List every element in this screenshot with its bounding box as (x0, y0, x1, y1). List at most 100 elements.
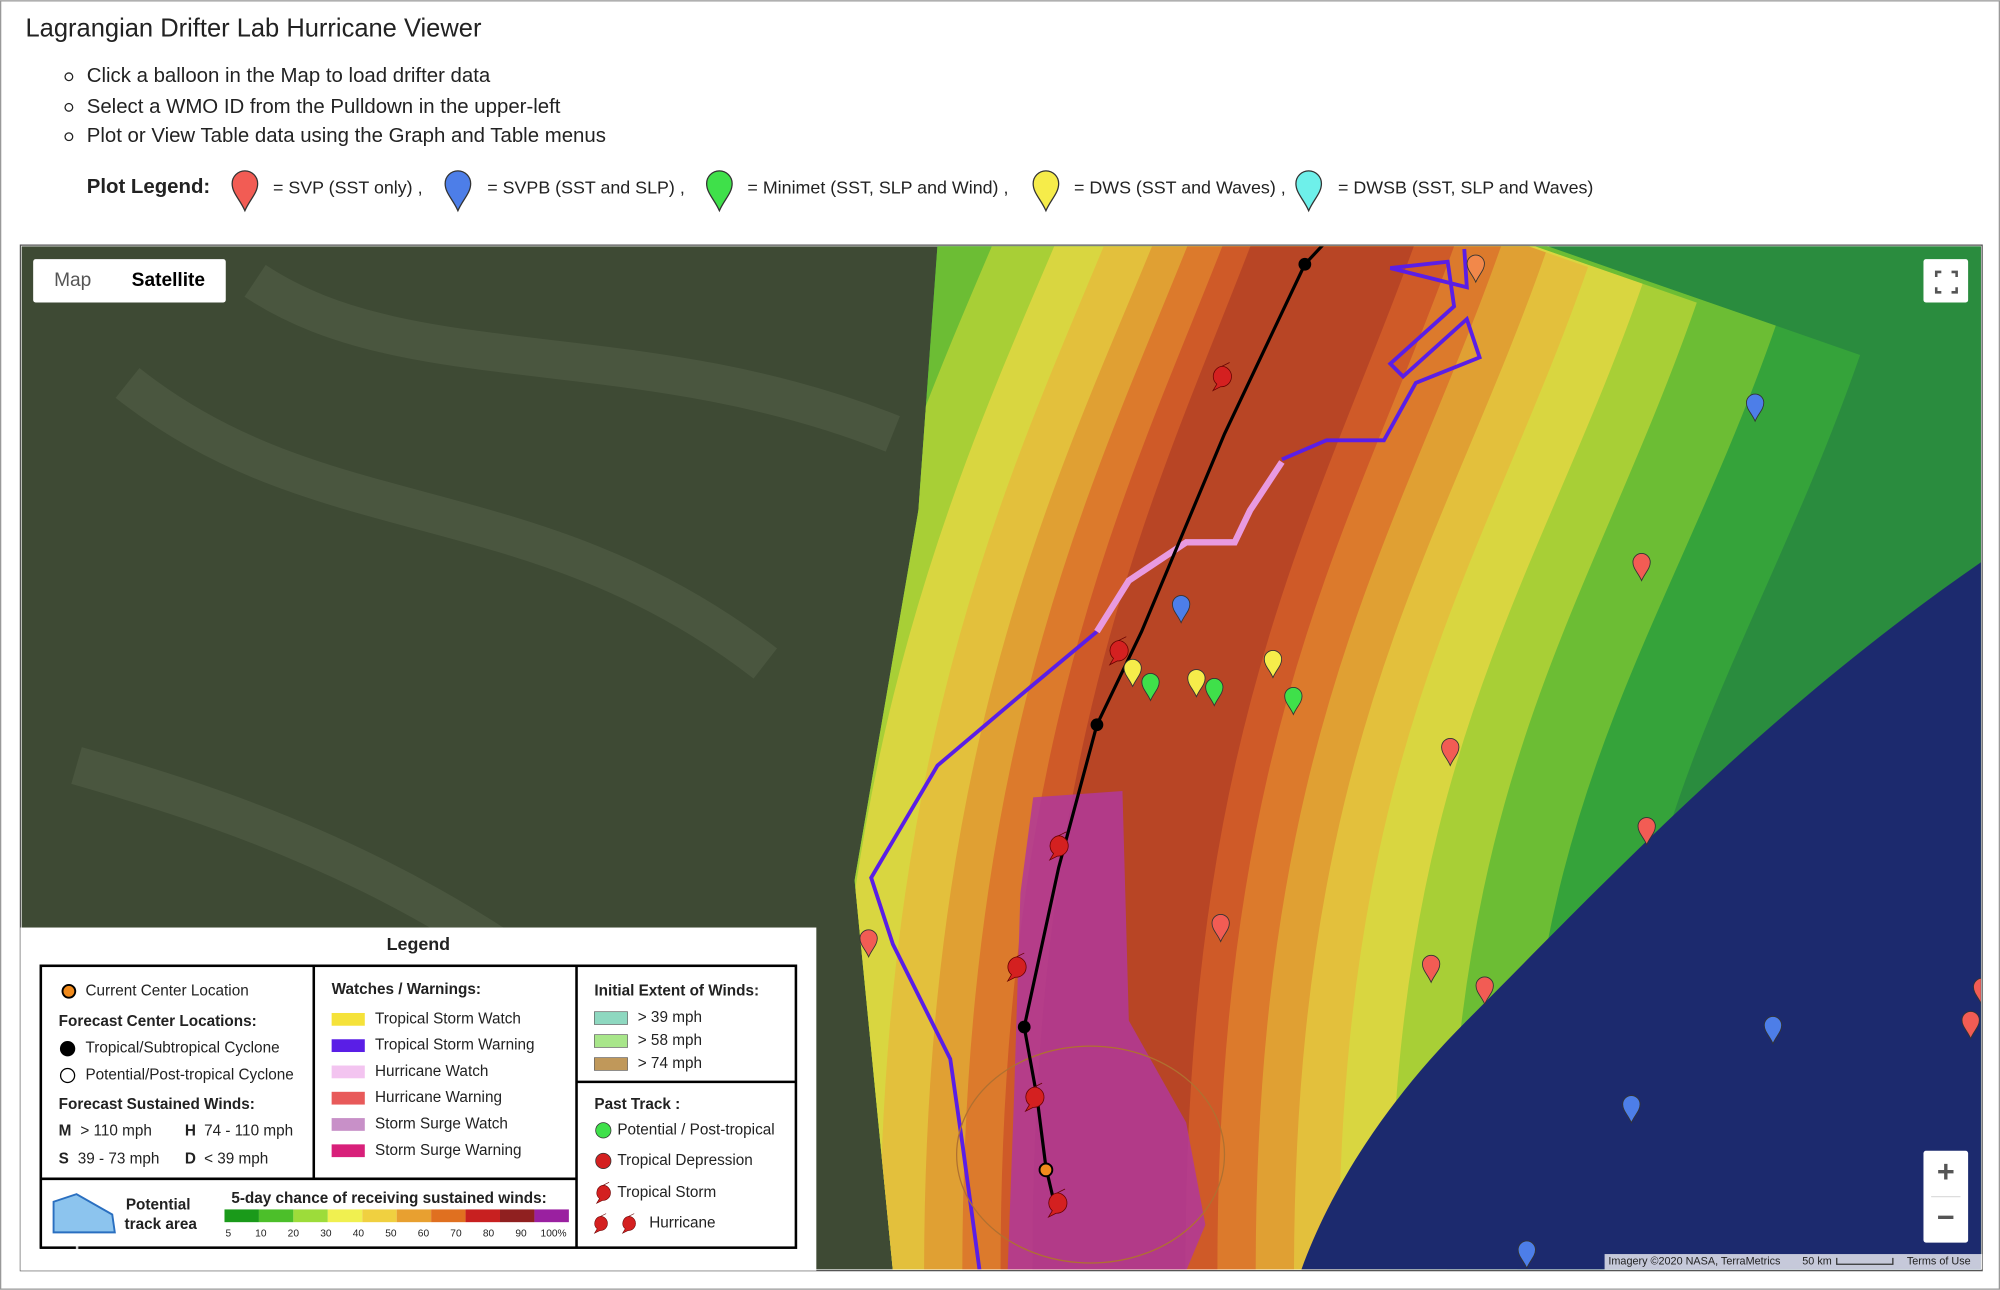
map-type-box (33, 259, 226, 303)
legend-text: Tropical Storm Watch (375, 1010, 521, 1027)
chance-label: 10 (255, 1228, 267, 1239)
hurricane-legend: Legend Current Center Location Forecast … (20, 927, 817, 1271)
legend-heading: Watches / Warnings: (332, 981, 481, 998)
forecast-points (1017, 257, 1312, 1034)
page-title: Lagrangian Drifter Lab Hurricane Viewer (26, 14, 482, 42)
map-border (19, 244, 1983, 1272)
attribution-bar (1604, 1254, 1983, 1270)
fullscreen-icon[interactable] (1934, 270, 1958, 294)
fullscreen-button[interactable] (1923, 259, 1969, 303)
chance-label: 60 (418, 1228, 430, 1239)
chance-swatch (431, 1209, 466, 1223)
legend-text: Potential (126, 1197, 191, 1214)
watch-swatch (331, 1065, 365, 1079)
zoom-out[interactable]: − (1937, 1201, 1955, 1235)
wind-code: D (185, 1151, 196, 1168)
legend-text: Tropical Storm Warning (375, 1037, 535, 1054)
plot-legend: Plot Legend: = SVP (SST only) , = SVPB (… (87, 170, 1593, 212)
wind-code: S (59, 1151, 69, 1168)
plot-legend-item: = DWS (SST and Waves) , (1074, 178, 1286, 198)
chance-title: 5-day chance of receiving sustained wind… (231, 1190, 546, 1207)
wind-range: > 110 mph (80, 1123, 152, 1140)
instructions: Click a balloon in the Map to load drift… (64, 65, 606, 147)
chance-label: 80 (483, 1228, 495, 1239)
past-track-icon (595, 1152, 612, 1169)
instruction: Plot or View Table data using the Graph … (87, 125, 606, 147)
plot-legend-item: = SVPB (SST and SLP) , (487, 178, 685, 198)
plot-legend-item: = DWSB (SST, SLP and Waves) (1338, 178, 1593, 198)
chance-swatch (465, 1209, 500, 1223)
bullet (64, 72, 74, 82)
google-logo: Google (28, 1243, 90, 1263)
storm-surge (1007, 791, 1206, 1270)
chance-swatch (327, 1209, 363, 1223)
storm-warning-line (869, 248, 1482, 1270)
terms-link[interactable]: Terms of Use (1907, 1256, 1971, 1268)
watch-swatch (331, 1144, 365, 1158)
chance-label: 30 (320, 1228, 332, 1239)
legend-text: > 74 mph (638, 1055, 702, 1072)
chance-swatch (396, 1209, 432, 1223)
plot-legend-item: = SVP (SST only) , (273, 178, 423, 198)
zoom-control: + − (1923, 1150, 1969, 1243)
ocean (1301, 562, 1981, 1270)
attribution-text: Imagery ©2020 NASA, TerraMetrics (1608, 1256, 1781, 1268)
chance-label: 90 (515, 1228, 527, 1239)
legend-text: track area (125, 1216, 198, 1233)
extent-swatch (594, 1057, 628, 1071)
extent-swatch (594, 1011, 628, 1025)
plot-legend-item: = Minimet (SST, SLP and Wind) , (747, 178, 1008, 198)
legend-heading: Forecast Center Locations: (59, 1013, 257, 1030)
satellite-button[interactable]: Satellite (132, 270, 205, 291)
wind-range: 74 - 110 mph (204, 1123, 293, 1140)
attribution: Imagery ©2020 NASA, TerraMetrics 50 km T… (1604, 1254, 1983, 1270)
legend-text: Current Center Location (85, 982, 248, 999)
chance-swatch (293, 1209, 328, 1223)
wind-range: 39 - 73 mph (78, 1151, 160, 1168)
watch-swatch (331, 1039, 365, 1053)
scale-text: 50 km (1802, 1256, 1832, 1268)
watch-swatch (331, 1012, 365, 1026)
legend-text: Potential / Post-tropical (617, 1121, 774, 1138)
legend-title: Legend (387, 934, 450, 954)
legend-text: Potential/Post-tropical Cyclone (85, 1067, 293, 1084)
instruction: Select a WMO ID from the Pulldown in the… (87, 96, 561, 118)
instruction: Click a balloon in the Map to load drift… (87, 65, 491, 87)
extent-swatch (594, 1034, 628, 1048)
chance-label: 100% (541, 1228, 567, 1239)
legend-dividers (40, 965, 796, 1248)
scale-bar (1836, 1257, 1894, 1265)
wind-code: M (59, 1123, 72, 1140)
current-center (1038, 1162, 1054, 1178)
map-button[interactable]: Map (54, 270, 91, 291)
chance-label: 20 (288, 1228, 300, 1239)
chance-swatch (258, 1209, 294, 1223)
legend-text: Hurricane Warning (375, 1089, 502, 1106)
forecast-track (1022, 246, 1324, 1206)
legend-heading: Initial Extent of Winds: (594, 982, 759, 999)
bullet (64, 132, 74, 142)
legend-text: Hurricane (649, 1214, 715, 1231)
hurricane-watch-line (1094, 460, 1285, 634)
legend-text: > 39 mph (638, 1009, 702, 1026)
legend-text: Hurricane Watch (375, 1063, 488, 1080)
fullscreen-box[interactable] (1923, 259, 1969, 303)
bullet (64, 102, 74, 112)
chance-swatch (362, 1209, 397, 1223)
legend-heading: Forecast Sustained Winds: (59, 1096, 255, 1113)
legend-text: Tropical/Subtropical Cyclone (85, 1040, 279, 1057)
legend-text: > 58 mph (638, 1032, 702, 1049)
chance-swatch (534, 1209, 569, 1223)
legend-text: Tropical Depression (617, 1152, 752, 1169)
chance-label: 50 (385, 1228, 397, 1239)
chance-swatch (500, 1209, 535, 1223)
forecast-point (1090, 718, 1104, 732)
chance-label: 5 (225, 1228, 231, 1239)
zoom-in[interactable]: + (1937, 1155, 1955, 1189)
tropical-icon (59, 1041, 76, 1057)
forecast-point (1298, 257, 1312, 271)
chance-label: 40 (353, 1228, 365, 1239)
chance-swatch (224, 1209, 259, 1223)
legend-heading: Past Track : (594, 1096, 680, 1113)
past-track-icon (595, 1122, 612, 1139)
